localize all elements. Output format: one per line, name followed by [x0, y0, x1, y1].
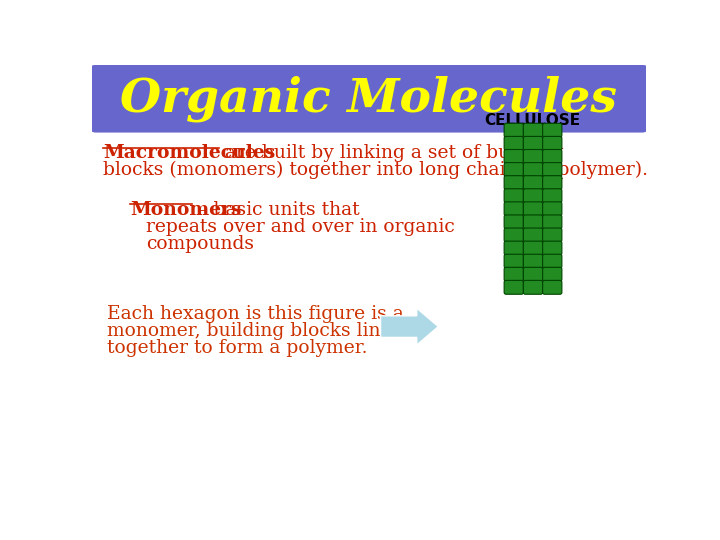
Text: Each hexagon is this figure is a: Each hexagon is this figure is a [107, 305, 404, 323]
Text: Organic Molecules: Organic Molecules [120, 76, 618, 122]
Text: together to form a polymer.: together to form a polymer. [107, 339, 368, 357]
FancyBboxPatch shape [504, 267, 523, 281]
FancyBboxPatch shape [523, 123, 543, 137]
FancyBboxPatch shape [504, 228, 523, 242]
FancyBboxPatch shape [523, 215, 543, 229]
Text: are built by linking a set of building: are built by linking a set of building [219, 144, 564, 162]
FancyBboxPatch shape [89, 65, 649, 132]
FancyBboxPatch shape [523, 202, 543, 215]
FancyBboxPatch shape [523, 150, 543, 164]
FancyBboxPatch shape [543, 267, 562, 281]
FancyBboxPatch shape [543, 150, 562, 164]
FancyBboxPatch shape [543, 123, 562, 137]
Text: Macromolecules: Macromolecules [104, 144, 276, 162]
FancyBboxPatch shape [88, 119, 650, 484]
Text: CELLULOSE: CELLULOSE [484, 112, 580, 127]
FancyBboxPatch shape [504, 123, 523, 137]
FancyBboxPatch shape [543, 202, 562, 215]
FancyBboxPatch shape [523, 280, 543, 294]
FancyBboxPatch shape [543, 241, 562, 255]
Text: blocks (monomers) together into long chains (a polymer).: blocks (monomers) together into long cha… [104, 161, 648, 179]
FancyBboxPatch shape [504, 163, 523, 177]
FancyBboxPatch shape [523, 137, 543, 150]
FancyBboxPatch shape [504, 280, 523, 294]
FancyBboxPatch shape [504, 202, 523, 215]
FancyBboxPatch shape [543, 280, 562, 294]
Text: Monomers: Monomers [130, 201, 242, 219]
FancyBboxPatch shape [523, 189, 543, 202]
FancyBboxPatch shape [504, 241, 523, 255]
FancyBboxPatch shape [504, 215, 523, 229]
FancyBboxPatch shape [504, 150, 523, 164]
Text: monomer, building blocks linked: monomer, building blocks linked [107, 322, 415, 340]
FancyBboxPatch shape [543, 189, 562, 202]
FancyBboxPatch shape [543, 254, 562, 268]
FancyBboxPatch shape [543, 215, 562, 229]
FancyBboxPatch shape [504, 137, 523, 150]
FancyBboxPatch shape [523, 228, 543, 242]
FancyBboxPatch shape [504, 189, 523, 202]
FancyBboxPatch shape [523, 241, 543, 255]
FancyBboxPatch shape [523, 163, 543, 177]
Text: – basic units that: – basic units that [192, 201, 359, 219]
FancyBboxPatch shape [523, 176, 543, 190]
Text: compounds: compounds [145, 235, 253, 253]
FancyBboxPatch shape [523, 254, 543, 268]
FancyBboxPatch shape [543, 163, 562, 177]
FancyBboxPatch shape [543, 228, 562, 242]
Text: repeats over and over in organic: repeats over and over in organic [145, 218, 454, 236]
FancyBboxPatch shape [504, 176, 523, 190]
FancyBboxPatch shape [523, 267, 543, 281]
FancyBboxPatch shape [504, 254, 523, 268]
FancyBboxPatch shape [543, 137, 562, 150]
FancyArrow shape [381, 308, 438, 345]
FancyBboxPatch shape [543, 176, 562, 190]
